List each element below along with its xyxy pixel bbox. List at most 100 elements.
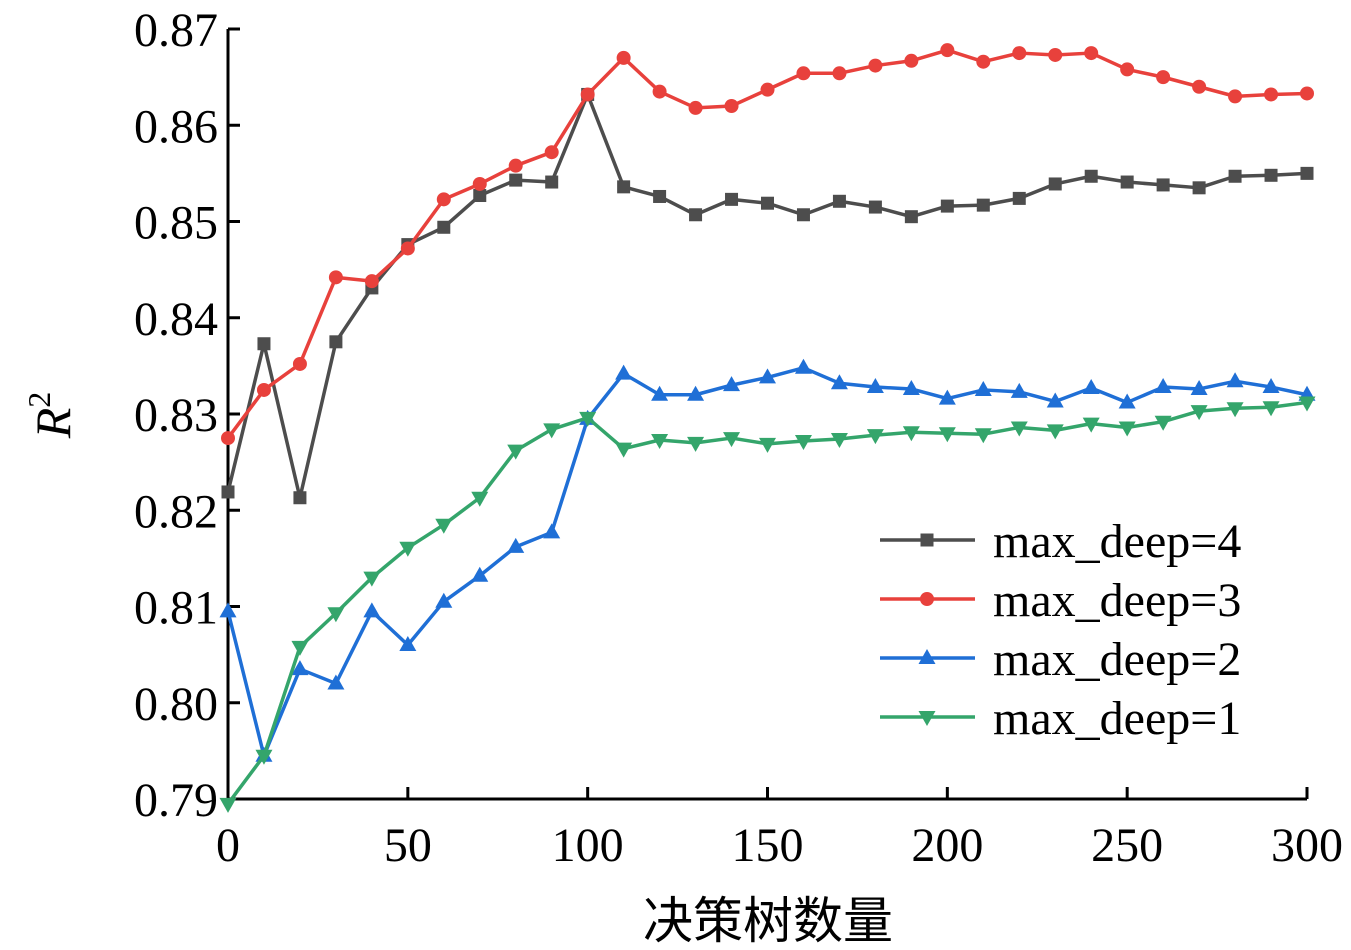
- data-point: [1228, 169, 1242, 183]
- data-point: [1300, 86, 1314, 101]
- data-point: [940, 199, 954, 213]
- data-point: [1154, 378, 1172, 394]
- data-point: [796, 66, 811, 81]
- data-point: [1264, 87, 1279, 102]
- data-point: [363, 602, 381, 618]
- data-point: [902, 379, 920, 395]
- legend-label: max_deep=1: [993, 692, 1241, 745]
- data-point: [255, 749, 273, 765]
- data-point: [868, 58, 883, 73]
- data-point: [435, 518, 453, 534]
- axes: 0 50 100 150 200 250 300 0.79 0.80 0.81 0.82 0.83 0.…: [134, 4, 1343, 872]
- data-point: [327, 607, 345, 623]
- data-point: [902, 426, 920, 442]
- data-point: [437, 220, 451, 234]
- data-point: [1084, 169, 1098, 183]
- x-tick-label: 200: [911, 819, 983, 872]
- data-point: [723, 432, 741, 448]
- data-point: [1226, 372, 1244, 388]
- data-point: [976, 54, 991, 69]
- data-point: [543, 423, 561, 439]
- data-point: [1118, 421, 1136, 437]
- data-point: [399, 636, 417, 651]
- data-point: [653, 189, 667, 203]
- data-point: [544, 145, 559, 160]
- data-point: [1156, 70, 1171, 85]
- data-point: [219, 602, 237, 618]
- data-point: [615, 442, 633, 458]
- data-point: [1192, 181, 1206, 195]
- x-tick-label: 0: [216, 819, 240, 872]
- data-point: [1012, 191, 1026, 205]
- data-point: [866, 378, 884, 394]
- data-point: [472, 176, 487, 191]
- legend-label: max_deep=2: [993, 633, 1241, 686]
- data-point: [761, 196, 774, 210]
- data-point: [291, 640, 309, 656]
- legend: max_deep=4 max_deep=3 max_deep=2 max_deep=1: [880, 515, 1241, 745]
- data-point: [974, 380, 992, 396]
- data-point: [471, 491, 489, 507]
- data-point: [759, 437, 776, 453]
- data-point: [293, 491, 307, 505]
- data-point: [759, 368, 776, 384]
- legend-marker: [920, 592, 934, 606]
- data-point: [616, 50, 631, 65]
- data-point: [543, 523, 561, 539]
- y-tick-label: 0.86: [134, 100, 218, 153]
- data-point: [794, 358, 812, 374]
- data-point: [1300, 166, 1314, 180]
- data-point: [904, 53, 919, 68]
- data-point: [688, 100, 703, 115]
- y-tick-label: 0.85: [134, 197, 218, 250]
- data-point: [651, 385, 669, 401]
- legend-item: max_deep=1: [880, 692, 1241, 745]
- data-point: [508, 158, 523, 173]
- series-2: [221, 43, 1314, 446]
- data-point: [435, 592, 453, 608]
- data-point: [1012, 46, 1027, 61]
- y-axis-title-base: R: [25, 408, 81, 440]
- y-tick-label: 0.81: [134, 582, 218, 635]
- data-point: [651, 433, 669, 449]
- data-point: [256, 382, 271, 397]
- y-axis-title: R2: [21, 392, 81, 440]
- data-point: [1190, 379, 1208, 395]
- data-point: [399, 541, 417, 557]
- legend-label: max_deep=3: [993, 574, 1241, 627]
- data-point: [507, 444, 525, 460]
- legend-item: max_deep=4: [880, 515, 1241, 568]
- data-point: [327, 674, 345, 690]
- data-point: [1190, 405, 1208, 421]
- data-point: [1048, 177, 1062, 191]
- data-point: [938, 427, 956, 443]
- data-point: [1082, 417, 1100, 433]
- data-point: [1156, 178, 1170, 192]
- data-point: [976, 198, 990, 212]
- data-point: [1298, 396, 1316, 412]
- y-tick-label: 0.82: [134, 485, 218, 538]
- data-point: [473, 189, 487, 203]
- legend-marker: [918, 649, 936, 664]
- x-tick-label: 150: [732, 819, 804, 872]
- data-point: [938, 389, 956, 405]
- series-layer: [219, 43, 1316, 813]
- y-tick-label: 0.84: [134, 293, 218, 346]
- data-point: [1262, 401, 1280, 417]
- data-point: [1264, 168, 1278, 182]
- data-point: [219, 797, 237, 813]
- data-point: [580, 87, 595, 102]
- data-point: [545, 175, 559, 189]
- y-tick-label: 0.87: [134, 4, 218, 57]
- data-point: [794, 434, 812, 450]
- data-point: [364, 274, 379, 289]
- data-point: [940, 43, 955, 58]
- data-point: [1010, 382, 1028, 398]
- legend-marker: [918, 711, 936, 726]
- data-point: [292, 356, 307, 371]
- y-tick-label: 0.83: [134, 389, 218, 442]
- y-axis-title-superscript: 2: [21, 392, 57, 408]
- data-point: [257, 337, 271, 351]
- data-point: [868, 200, 882, 214]
- data-point: [1120, 62, 1135, 77]
